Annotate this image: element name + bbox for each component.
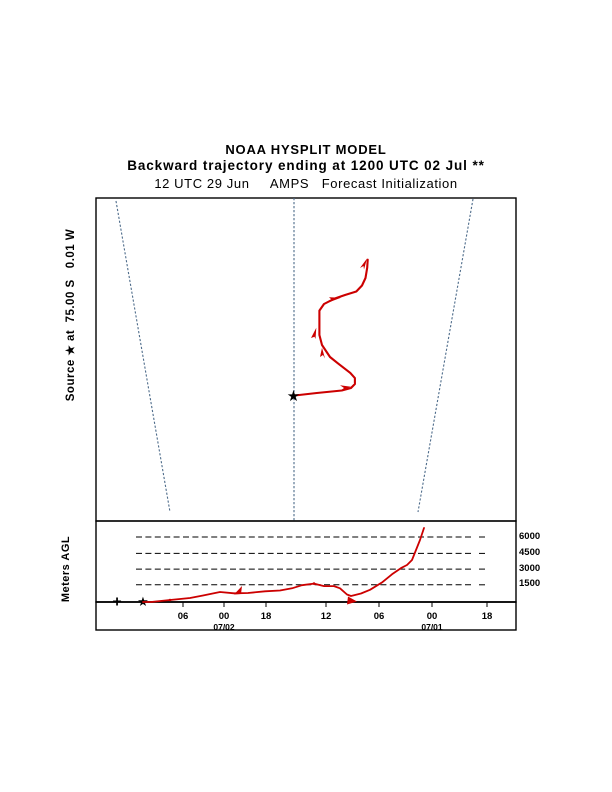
svg-text:+: + [112, 594, 121, 611]
svg-text:★: ★ [287, 388, 300, 405]
